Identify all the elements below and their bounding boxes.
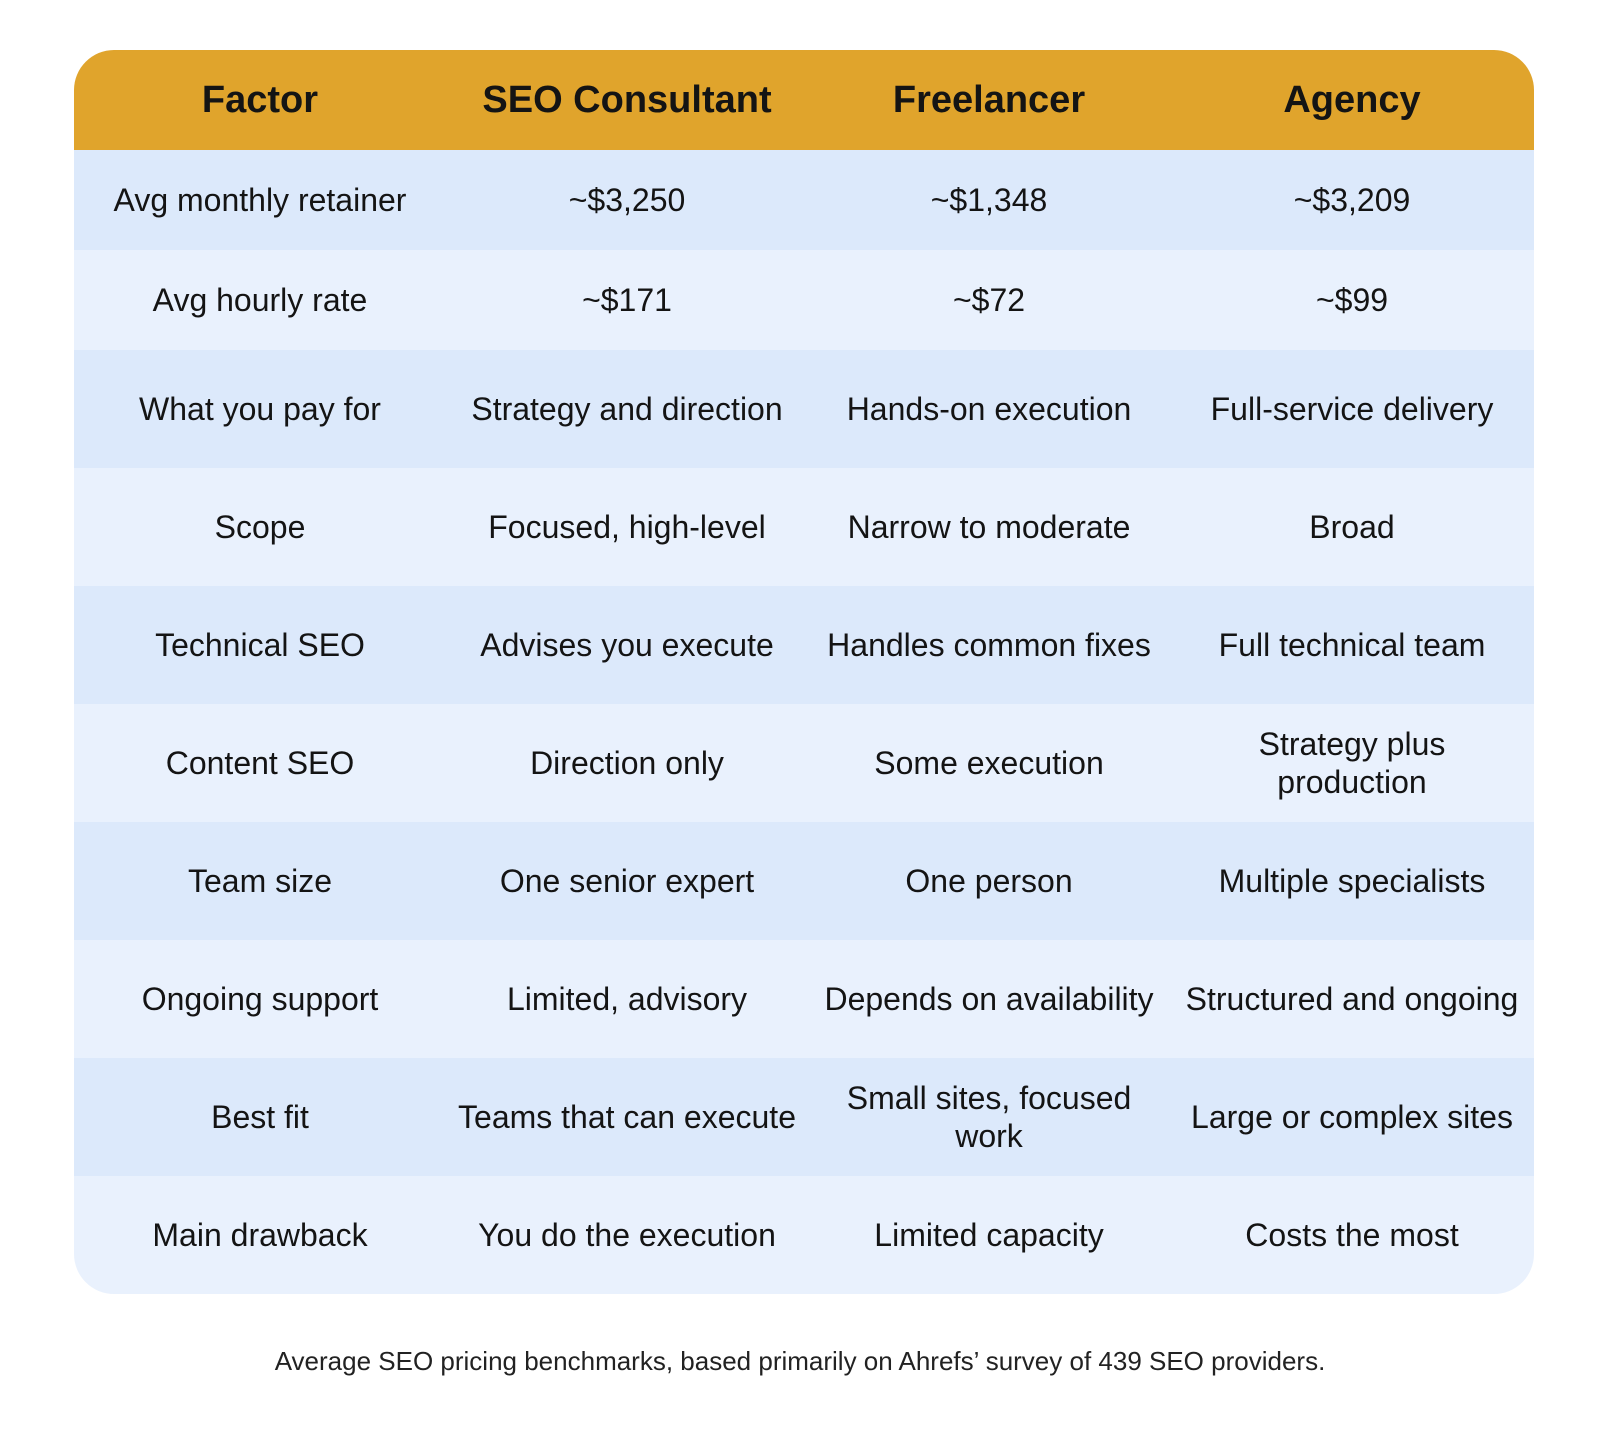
table-row: Avg monthly retainer ~$3,250 ~$1,348 ~$3,20…: [74, 150, 1534, 250]
row-label-cell: What you pay for: [139, 391, 381, 427]
table-cell: Structured and ongoing: [1185, 981, 1519, 1017]
table-cell: Small sites, focused work: [846, 1080, 1132, 1154]
table-cell: Teams that can execute: [458, 1099, 796, 1135]
table-cell: Handles common fixes: [827, 627, 1151, 663]
row-label-cell: Scope: [214, 509, 306, 545]
row-label-cell: Technical SEO: [155, 627, 365, 663]
table-cell: Direction only: [530, 745, 724, 781]
table-cell: ~$72: [952, 282, 1026, 318]
header-cell: SEO Consultant: [482, 79, 772, 121]
footnote: Average SEO pricing benchmarks, based pr…: [274, 1346, 1326, 1376]
table-cell: ~$1,348: [930, 182, 1048, 218]
table-cell: Multiple specialists: [1218, 863, 1486, 899]
row-label-cell: Avg monthly retainer: [113, 182, 407, 218]
table-cell: Advises you execute: [480, 627, 774, 663]
table-row: Avg hourly rate ~$171 ~$72 ~$99: [74, 250, 1534, 350]
table-cell: ~$99: [1315, 282, 1389, 318]
row-label-cell: Team size: [187, 863, 333, 899]
row-label-cell: Main drawback: [152, 1217, 368, 1253]
table-cell: One senior expert: [499, 863, 755, 899]
table-row: Main drawback You do the execution Limited…: [74, 1176, 1534, 1294]
table-cell: One person: [905, 863, 1073, 899]
row-label-cell: Content SEO: [165, 745, 355, 781]
table-cell: Costs the most: [1245, 1217, 1459, 1253]
table-row: Best fit Teams that can execute Small site…: [74, 1058, 1534, 1176]
table-cell: Full-service delivery: [1210, 391, 1494, 427]
table-cell: Some execution: [874, 745, 1104, 781]
table-cell: Narrow to moderate: [847, 509, 1131, 545]
table-cell: You do the execution: [478, 1217, 776, 1253]
table-cell: Large or complex sites: [1191, 1099, 1513, 1135]
table-row: Scope Focused, high-level Narrow to modera…: [74, 468, 1534, 586]
header-cell: Factor: [201, 79, 319, 121]
table-row: Ongoing support Limited, advisory Depends …: [74, 940, 1534, 1058]
table-cell: Full technical team: [1218, 627, 1486, 663]
table-row: Content SEO Direction only Some execution S…: [74, 704, 1534, 822]
table-cell: ~$3,250: [568, 182, 686, 218]
table-cell: Broad: [1309, 509, 1395, 545]
row-label-cell: Ongoing support: [141, 981, 379, 1017]
header-cell: Freelancer: [892, 79, 1086, 121]
table-cell: Focused, high-level: [488, 509, 766, 545]
table-cell: Strategy and direction: [471, 391, 783, 427]
row-label-cell: Avg hourly rate: [152, 282, 368, 318]
table-cell: Depends on availability: [824, 981, 1154, 1017]
table-cell: Limited, advisory: [506, 981, 748, 1017]
table-cell: ~$3,209: [1293, 182, 1411, 218]
row-label-cell: Best fit: [211, 1099, 309, 1135]
table-row: What you pay for Strategy and direction Ha…: [74, 350, 1534, 468]
table-header-row: Factor SEO Consultant Freelancer Agency: [74, 50, 1534, 150]
header-cell: Agency: [1283, 79, 1421, 121]
table-cell: ~$171: [582, 282, 672, 318]
table-row: Team size One senior expert One person Mult…: [74, 822, 1534, 940]
table-body: Avg monthly retainer ~$3,250 ~$1,348 ~$3,20…: [74, 150, 1534, 1294]
comparison-table: Factor SEO Consultant Freelancer Agency …: [74, 50, 1534, 1294]
table-row: Technical SEO Advises you execute Handles …: [74, 586, 1534, 704]
table-cell: Limited capacity: [874, 1217, 1104, 1253]
table-cell: Hands-on execution: [846, 391, 1132, 427]
table-cell: Strategy plus production: [1258, 726, 1446, 800]
